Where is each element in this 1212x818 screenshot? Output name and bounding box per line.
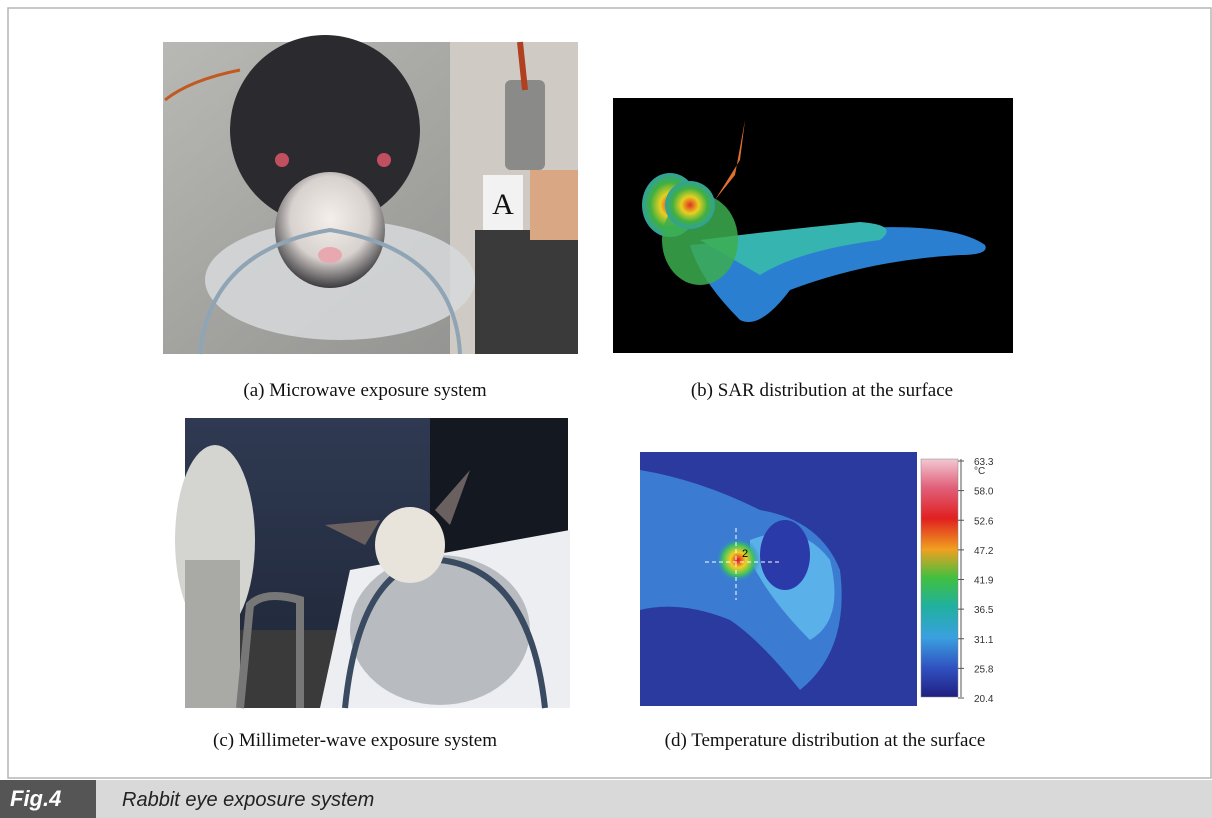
- marker-label: 2: [742, 548, 748, 560]
- colorbar-label: 58.0: [974, 487, 994, 498]
- colorbar-label: 31.1: [974, 635, 994, 646]
- sar-image: [613, 98, 1013, 353]
- photo-a: A: [163, 35, 578, 354]
- colorbar-unit: °C: [974, 466, 985, 477]
- figure: A (a) Microwave exposure system (b) SAR …: [0, 0, 1212, 818]
- photo-c: [175, 418, 570, 708]
- colorbar-label: 20.4: [974, 694, 994, 705]
- colorbar-label: 25.8: [974, 664, 994, 675]
- panel-caption: (c) Millimeter-wave exposure system: [213, 730, 497, 751]
- panel-caption: (d) Temperature distribution at the surf…: [665, 730, 986, 751]
- figure-label: Fig.4: [10, 786, 61, 811]
- thermal-image: 2: [640, 452, 961, 706]
- panel-caption: (a) Microwave exposure system: [243, 380, 486, 401]
- colorbar-label: 47.2: [974, 546, 994, 557]
- panel-caption: (b) SAR distribution at the surface: [691, 380, 953, 401]
- page: A (a) Microwave exposure system (b) SAR …: [0, 0, 1212, 818]
- photo-label: A: [492, 188, 514, 221]
- colorbar-label: 36.5: [974, 605, 994, 616]
- colorbar-label: 41.9: [974, 576, 994, 587]
- colorbar-label: 52.6: [974, 516, 994, 527]
- figure-caption: Rabbit eye exposure system: [122, 789, 374, 811]
